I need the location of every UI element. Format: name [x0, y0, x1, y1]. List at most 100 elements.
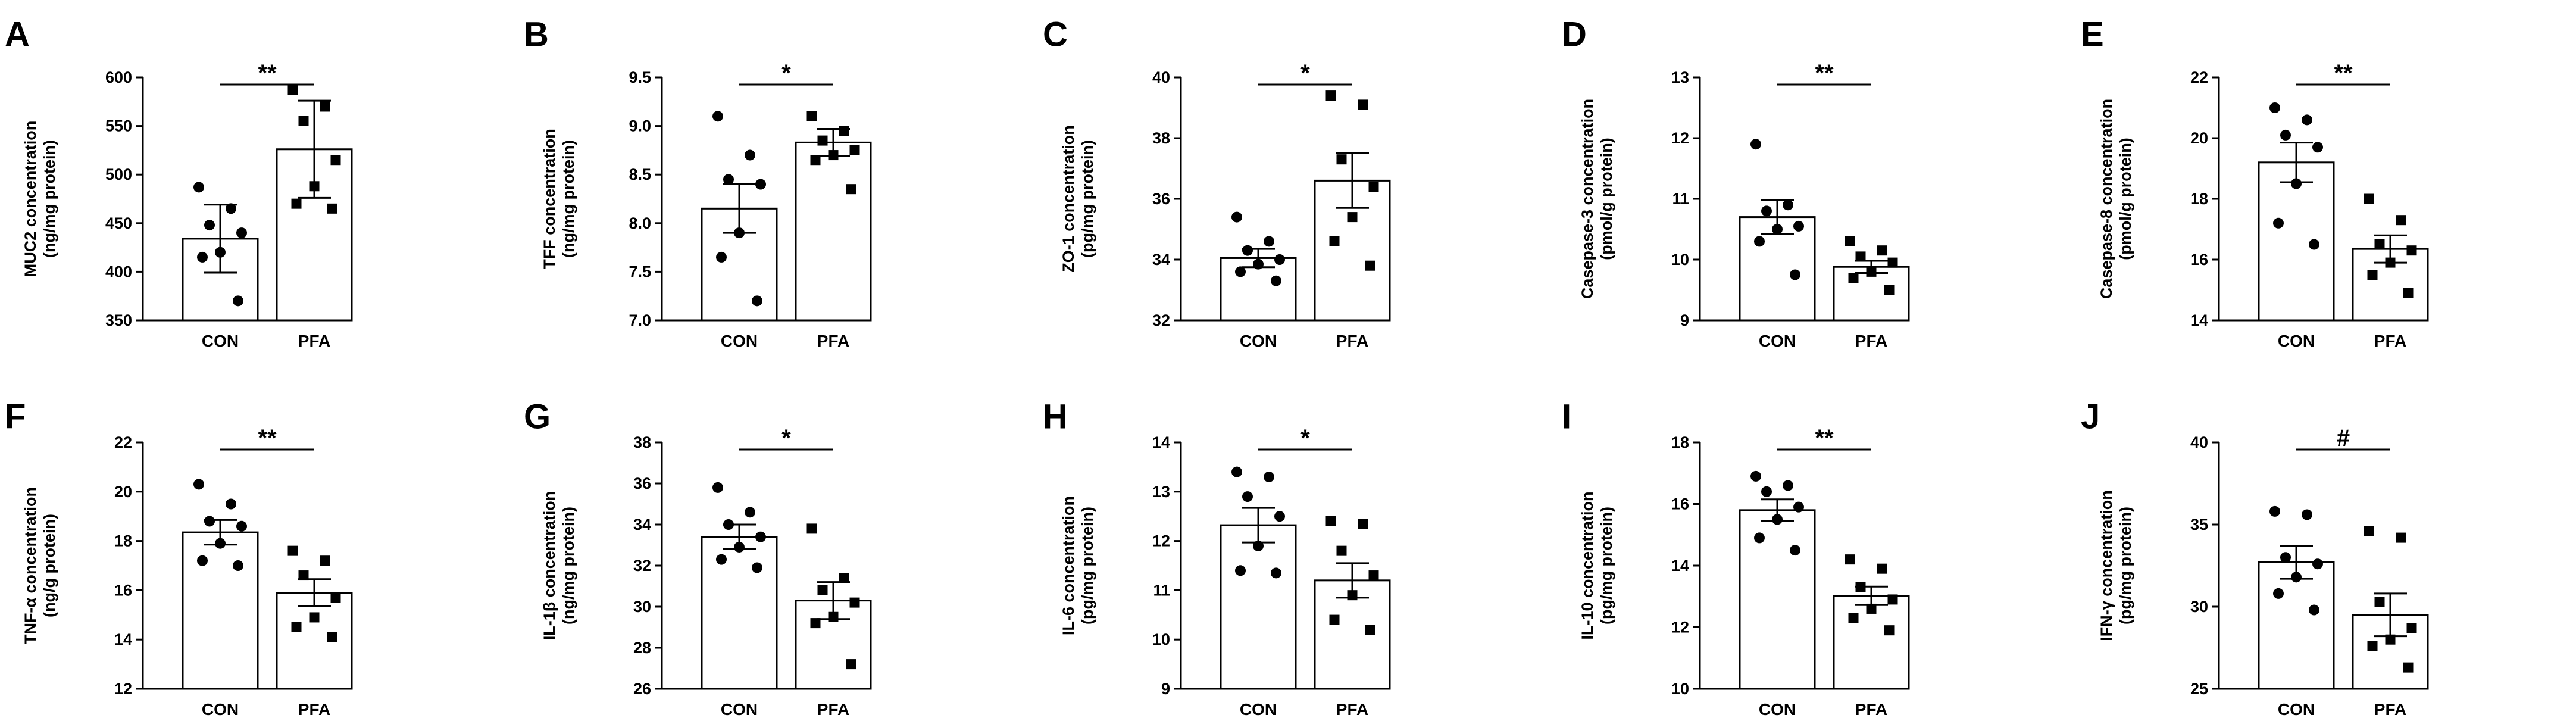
chart-b-ylabel: TFF concentration(ng/mg protein): [540, 129, 577, 269]
chart-g-category-pfa: PFA: [817, 700, 849, 719]
chart-b-point-con-3: [723, 174, 734, 185]
chart-f-point-con-5: [215, 538, 226, 549]
chart-j-panel-letter: J: [2081, 398, 2100, 436]
chart-c-ylabel-line-1: ZO-1 concentration: [1059, 125, 1077, 273]
chart-h-point-pfa-4: [1368, 570, 1379, 581]
chart-c-ytick-label-5: 40: [1152, 68, 1170, 86]
chart-a-ytick-label-3: 450: [105, 214, 132, 232]
chart-d-ylabel-line-1: Casepase-3 concentration: [1578, 99, 1596, 299]
chart-g-ylabel-line-1: IL-1β concentration: [540, 491, 558, 641]
chart-i-point-pfa-5: [1866, 603, 1877, 614]
chart-e-point-pfa-2: [2396, 215, 2406, 226]
chart-e-ylabel: Casepase-8 concentration(pmol/g protein): [2097, 99, 2134, 299]
chart-d-category-con: CON: [1759, 332, 1796, 350]
chart-h-panel-letter: H: [1043, 398, 1068, 436]
chart-e-point-pfa-7: [2403, 288, 2414, 298]
chart-a-point-con-6: [197, 251, 208, 263]
chart-j-point-pfa-3: [2374, 597, 2385, 607]
chart-f-panel-letter: F: [5, 398, 26, 436]
chart-j-ylabel-line-1: IFN-γ concentration: [2097, 490, 2115, 641]
chart-e-ytick-label-4: 20: [2190, 129, 2208, 147]
chart-g-category-con: CON: [721, 700, 758, 719]
chart-h-panel: H IL-6 concentration(pg/mg protein) 9 10 11 1…: [1043, 398, 1391, 719]
chart-d-point-pfa-5: [1866, 266, 1877, 277]
chart-i-point-con-4: [1793, 501, 1804, 513]
chart-i-point-con-6: [1754, 532, 1765, 544]
chart-h-ytick-label-4: 12: [1152, 532, 1170, 550]
chart-i-point-pfa-4: [1887, 594, 1898, 605]
chart-c-point-con-7: [1271, 275, 1281, 286]
chart-g-point-con-2: [745, 507, 755, 518]
chart-j-point-con-3: [2280, 552, 2291, 563]
chart-g-point-con-5: [734, 541, 745, 553]
chart-j-point-con-7: [2309, 604, 2319, 616]
chart-e-significance-label: **: [2334, 60, 2353, 86]
chart-e-point-pfa-5: [2385, 257, 2396, 268]
chart-f-point-pfa-6: [291, 622, 302, 632]
chart-j-ytick-label-1: 25: [2190, 680, 2208, 698]
chart-i-point-con-7: [1790, 545, 1800, 556]
chart-f-point-pfa-1: [287, 545, 298, 556]
chart-f-ytick-label-5: 20: [114, 483, 132, 501]
chart-a-point-con-2: [226, 203, 236, 214]
chart-d-point-con-5: [1772, 224, 1783, 235]
chart-a-ytick-label-5: 550: [105, 117, 132, 135]
chart-j-point-con-5: [2291, 572, 2302, 583]
chart-a-point-con-4: [236, 227, 247, 239]
chart-h-point-con-3: [1242, 491, 1253, 502]
chart-b-point-pfa-6: [810, 155, 821, 166]
chart-d-point-con-3: [1761, 205, 1772, 217]
chart-h-point-pfa-1: [1325, 516, 1336, 526]
chart-d-point-pfa-4: [1887, 257, 1898, 268]
chart-h-point-pfa-2: [1358, 519, 1368, 529]
chart-c-point-pfa-4: [1368, 182, 1379, 192]
chart-b-point-con-4: [755, 179, 766, 190]
chart-j-ylabel: IFN-γ concentration(pg/mg protein): [2097, 490, 2134, 641]
chart-i-ylabel: IL-10 concentration(pg/mg protein): [1578, 491, 1615, 639]
chart-f-point-pfa-4: [330, 592, 341, 603]
chart-d-panel-letter: D: [1562, 15, 1587, 54]
chart-g-point-con-6: [716, 554, 727, 565]
chart-g-ytick-label-4: 32: [633, 557, 651, 575]
chart-i-category-pfa: PFA: [1855, 700, 1887, 719]
chart-a-panel: A MUC2 concentration(ng/mg protein) 350 400…: [5, 15, 353, 350]
chart-g-point-con-1: [712, 482, 723, 493]
chart-a-ytick-label-6: 600: [105, 68, 132, 86]
chart-h-category-con: CON: [1240, 700, 1277, 719]
chart-g-ytick-label-2: 28: [633, 639, 651, 657]
chart-a-point-pfa-7: [327, 203, 337, 214]
chart-d-ylabel-line-2: (pmol/g protein): [1598, 138, 1615, 260]
chart-g-point-con-3: [723, 519, 734, 530]
chart-b-ytick-label-5: 9.0: [629, 117, 651, 135]
chart-a-point-con-1: [193, 182, 204, 193]
chart-j-point-pfa-5: [2385, 634, 2396, 645]
chart-g-panel: G IL-1β concentration(ng/mg protein) 26 28 3…: [524, 398, 872, 719]
chart-j-ytick-label-2: 30: [2190, 598, 2208, 616]
chart-a-point-pfa-3: [298, 116, 309, 126]
chart-h-ytick-label-6: 14: [1152, 433, 1170, 451]
chart-f-ytick-label-3: 16: [114, 581, 132, 599]
chart-e-ytick-label-2: 16: [2190, 251, 2208, 269]
chart-d-significance-label: **: [1815, 60, 1834, 86]
chart-f-ylabel-line-2: (ng/g protein): [40, 514, 58, 617]
chart-i-point-con-2: [1783, 480, 1793, 491]
chart-i-point-con-3: [1761, 486, 1772, 497]
chart-e-ytick-label-1: 14: [2190, 311, 2208, 329]
chart-d-point-pfa-1: [1845, 236, 1855, 246]
chart-d-ytick-label-2: 10: [1671, 251, 1689, 269]
chart-b-panel-letter: B: [524, 15, 549, 54]
chart-h-point-pfa-6: [1329, 614, 1340, 625]
chart-e-point-con-7: [2309, 239, 2319, 250]
chart-i-bar-con: [1739, 509, 1816, 690]
chart-c-ytick-label-3: 36: [1152, 190, 1170, 208]
chart-f-point-pfa-5: [309, 612, 320, 623]
chart-b-ytick-label-3: 8.0: [629, 214, 651, 232]
chart-h-point-con-4: [1274, 511, 1285, 522]
chart-i-point-pfa-6: [1848, 613, 1859, 623]
chart-e-point-pfa-6: [2367, 270, 2378, 280]
chart-e-point-con-3: [2280, 129, 2291, 141]
chart-e-ytick-label-5: 22: [2190, 68, 2208, 86]
chart-a-point-pfa-2: [320, 101, 330, 112]
chart-j-panel: J IFN-γ concentration(pg/mg protein) 25 30 3…: [2081, 398, 2429, 719]
